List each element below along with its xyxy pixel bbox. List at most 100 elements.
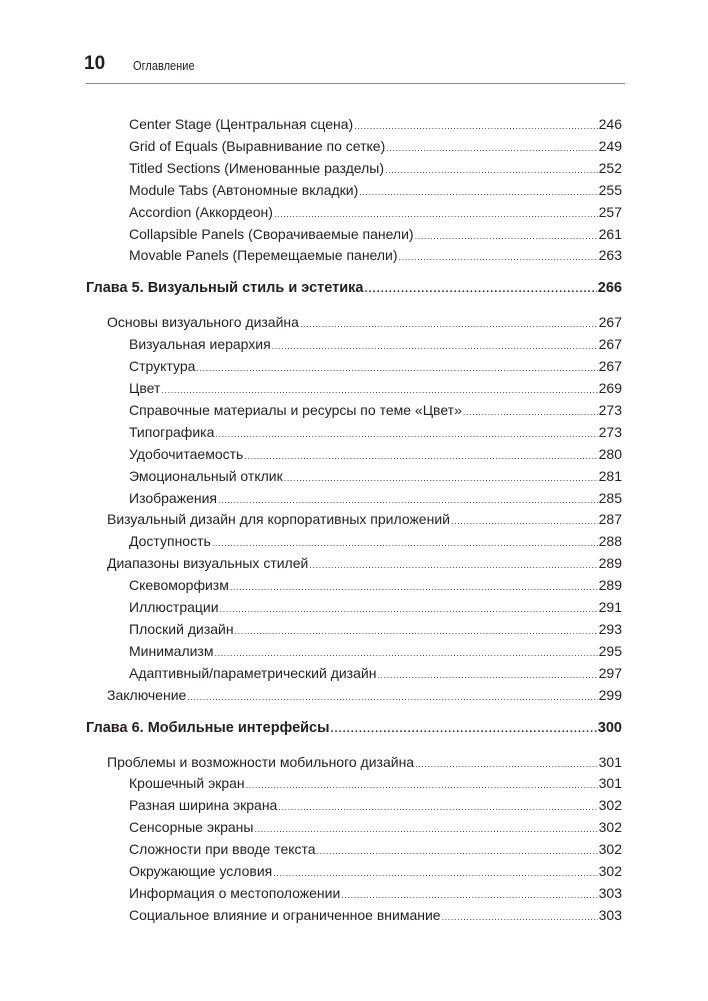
- toc-entry: Адаптивный/параметрический дизайн 297: [129, 663, 622, 683]
- dot-leader: [246, 775, 598, 795]
- dot-leader: [273, 863, 597, 883]
- toc-entry-title: Крошечный экран: [129, 775, 245, 792]
- toc-entry-page: 263: [598, 247, 622, 264]
- toc-entry-page: 303: [598, 906, 622, 923]
- toc-entry: Изображения 285: [129, 488, 622, 508]
- dot-leader: [451, 511, 598, 531]
- toc-entry-page: 301: [598, 775, 622, 792]
- toc-entry-title: Иллюстрации: [129, 599, 219, 615]
- toc-entry: Center Stage (Центральная сцена) 246: [129, 114, 622, 134]
- toc-entry-title: Удобочитаемость: [129, 445, 244, 462]
- toc-entry: Сложности при вводе текста 302: [129, 839, 622, 859]
- toc-entry-title: Окружающие условия: [129, 863, 273, 879]
- toc-entry: Проблемы и возможности мобильного дизайн…: [107, 752, 622, 772]
- toc-entry: Movable Panels (Перемещаемые панели) 263: [129, 245, 622, 265]
- toc-entry: Диапазоны визуальных стилей 289: [107, 553, 622, 573]
- dot-leader: [278, 797, 597, 817]
- toc-entry-page: 302: [598, 819, 622, 836]
- toc-entry: Визуальная иерархия 267: [129, 334, 622, 354]
- toc-chapter: Глава 5. Визуальный стиль и эстетика 266: [86, 278, 622, 298]
- toc-entry: Структура 267: [129, 356, 622, 376]
- toc-entry-page: 303: [598, 884, 622, 901]
- toc-entry-page: 285: [598, 489, 622, 506]
- toc-entry: Эмоциональный отклик 281: [129, 466, 622, 486]
- toc-entry: Социальное влияние и ограниченное вниман…: [129, 905, 622, 925]
- dot-leader: [415, 754, 598, 774]
- toc-entry-title: Изображения: [129, 489, 217, 506]
- toc-entry-title: Визуальная иерархия: [129, 336, 271, 353]
- toc-entry-page: 291: [598, 599, 622, 615]
- dot-leader: [220, 599, 598, 619]
- dot-leader: [463, 402, 598, 422]
- toc-entry-page: 255: [598, 181, 622, 198]
- running-title: Оглавление: [133, 58, 195, 73]
- toc-entry-title: Структура: [129, 358, 196, 375]
- toc-entry: Окружающие условия 302: [129, 861, 622, 881]
- toc-entry-page: 302: [598, 797, 622, 814]
- toc-entry-page: 267: [598, 314, 622, 331]
- toc-entry: Визуальный дизайн для корпоративных прил…: [107, 509, 622, 529]
- toc-entry-title: Module Tabs (Автономные вкладки): [129, 181, 359, 198]
- toc-entry: Удобочитаемость 280: [129, 444, 622, 464]
- dot-leader: [230, 577, 598, 597]
- toc-entry-page: 257: [598, 203, 622, 220]
- dot-leader: [309, 555, 597, 575]
- toc-entry: Информация о местоположении 303: [129, 883, 622, 903]
- toc-entry-page: 266: [597, 280, 622, 297]
- toc-entry-title: Сенсорные экраны: [129, 819, 254, 836]
- toc-entry-page: 300: [597, 719, 622, 736]
- toc-entry-page: 249: [598, 137, 622, 154]
- toc-entry-page: 281: [598, 467, 622, 484]
- toc-entry: Скевоморфизм 289: [129, 575, 622, 595]
- toc-entry: Сенсорные экраны 302: [129, 817, 622, 837]
- toc-entry: Module Tabs (Автономные вкладки) 255: [129, 180, 622, 200]
- toc-entry-page: 295: [598, 642, 622, 659]
- toc-entry-title: Адаптивный/параметрический дизайн: [129, 664, 377, 681]
- dot-leader: [244, 446, 597, 466]
- dot-leader: [212, 533, 598, 553]
- toc-entry-page: 267: [598, 336, 622, 353]
- dot-leader: [359, 182, 597, 202]
- toc-entry-title: Глава 5. Визуальный стиль и эстетика: [86, 280, 364, 297]
- dot-leader: [341, 885, 597, 905]
- toc-entry-title: Справочные материалы и ресурсы по теме «…: [129, 401, 462, 418]
- toc-entry-title: Цвет: [129, 380, 161, 396]
- toc-entry: Основы визуального дизайна 267: [107, 312, 622, 332]
- dot-leader: [317, 841, 598, 861]
- toc-entry-page: 289: [598, 555, 622, 572]
- toc-entry-title: Сложности при вводе текста: [129, 841, 316, 858]
- toc-entry: Доступность 288: [129, 531, 622, 551]
- dot-leader: [215, 424, 597, 444]
- toc-entry-title: Заключение: [107, 686, 187, 703]
- dot-leader: [331, 719, 597, 739]
- toc-entry-title: Информация о местоположении: [129, 884, 341, 901]
- dot-leader: [214, 643, 597, 663]
- toc-entry-page: 289: [598, 577, 622, 594]
- toc-entry-page: 302: [598, 841, 622, 858]
- toc-entry-title: Визуальный дизайн для корпоративных прил…: [107, 511, 450, 528]
- dot-leader: [377, 665, 597, 685]
- dot-leader: [254, 819, 597, 839]
- toc-entry-title: Эмоциональный отклик: [129, 467, 283, 484]
- dot-leader: [187, 687, 597, 707]
- toc-entry: Справочные материалы и ресурсы по теме «…: [129, 400, 622, 420]
- dot-leader: [272, 336, 598, 356]
- dot-leader: [274, 204, 598, 224]
- toc-entry-page: 297: [598, 664, 622, 681]
- toc-entry: Разная ширина экрана 302: [129, 795, 622, 815]
- dot-leader: [196, 358, 597, 378]
- toc-entry: Collapsible Panels (Сворачиваемые панели…: [129, 224, 622, 244]
- toc-entry: Заключение 299: [107, 685, 622, 705]
- toc-entry-page: 288: [598, 533, 622, 550]
- toc-entry-title: Проблемы и возможности мобильного дизайн…: [107, 753, 415, 770]
- toc-entry-title: Минимализм: [129, 642, 214, 659]
- dot-leader: [399, 247, 598, 267]
- dot-leader: [386, 138, 597, 158]
- dot-leader: [235, 621, 598, 641]
- toc-entry-title: Разная ширина экрана: [129, 797, 278, 814]
- toc-entry-title: Accordion (Аккордеон): [129, 203, 273, 220]
- toc-entry: Крошечный экран 301: [129, 773, 622, 793]
- toc-entry-title: Плоский дизайн: [129, 620, 234, 637]
- toc-entry-page: 252: [598, 159, 622, 176]
- toc-entry-title: Titled Sections (Именованные разделы): [129, 159, 385, 176]
